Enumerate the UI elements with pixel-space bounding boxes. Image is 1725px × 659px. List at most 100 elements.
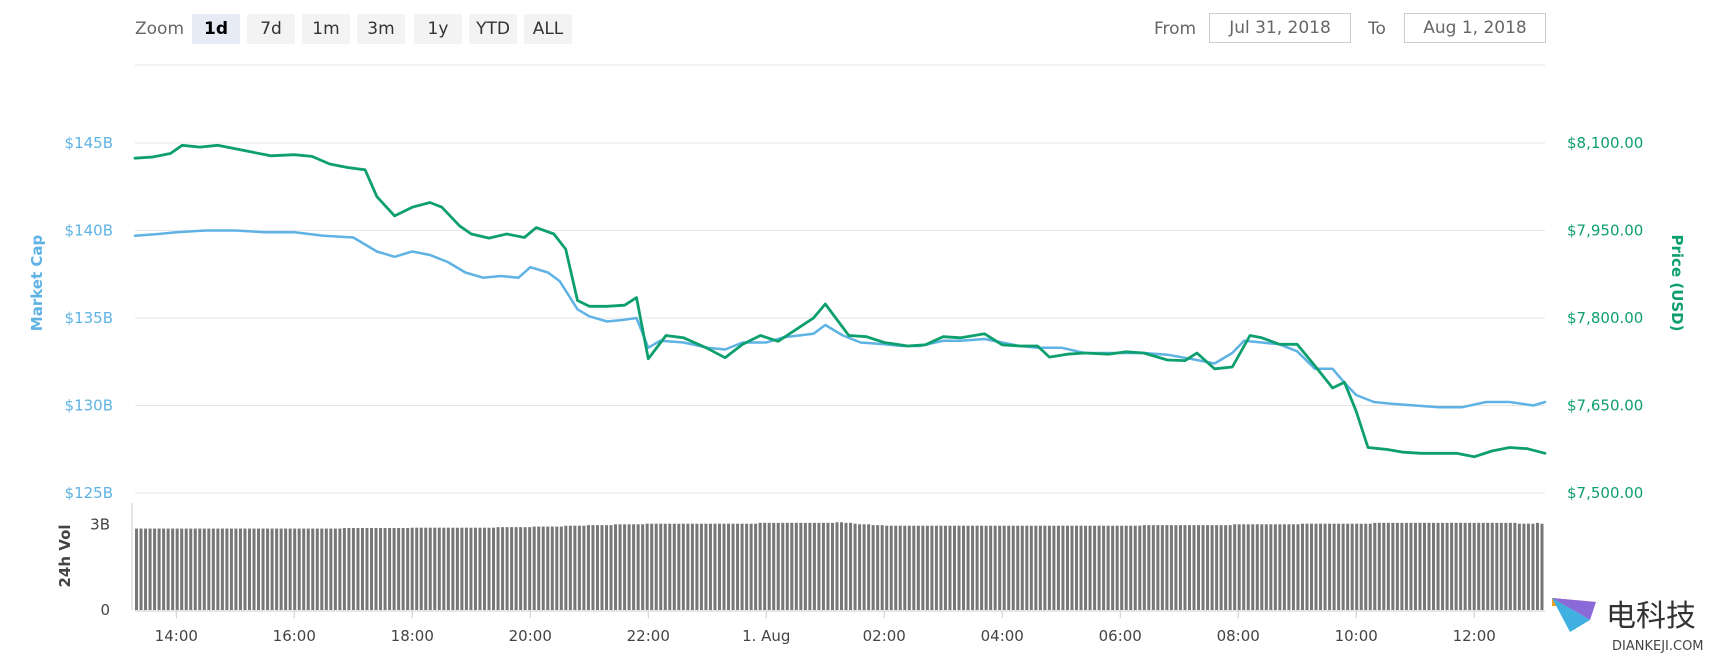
volume-bar (1400, 522, 1404, 610)
volume-bar (1337, 523, 1341, 610)
volume-bar (862, 524, 866, 610)
volume-bar (808, 522, 812, 610)
volume-bar (971, 525, 975, 610)
watermark-logo-icon (1552, 598, 1596, 632)
volume-bar (492, 527, 496, 610)
volume-bar (749, 523, 753, 610)
volume-bar (1504, 522, 1508, 610)
volume-bar (338, 528, 342, 610)
volume-bar (1391, 522, 1395, 610)
volume-bar (713, 523, 717, 610)
volume-bar (1273, 524, 1277, 610)
volume-bar (681, 523, 685, 610)
volume-bar (333, 528, 337, 610)
volume-bar (302, 528, 306, 610)
axes: $145B $140B $135B $130B $125B $8,100.00 $7,950… (28, 134, 1686, 645)
volume-bar (623, 524, 627, 610)
volume-bar (1395, 522, 1399, 610)
volume-bar (311, 528, 315, 610)
volume-bar (419, 527, 423, 610)
volume-bar (1332, 523, 1336, 610)
zoom-1y-button[interactable]: 1y (414, 14, 462, 44)
volume-bar (1215, 525, 1219, 610)
volume-bar (948, 525, 952, 610)
volume-bar (984, 525, 988, 610)
volume-bar (153, 528, 157, 610)
volume-bar (912, 525, 916, 610)
volume-bar (1350, 523, 1354, 610)
volume-bar (754, 523, 758, 610)
volume-bar (1002, 525, 1006, 610)
volume-bar (821, 522, 825, 610)
volume-bar (1522, 523, 1526, 610)
volume-bar (668, 523, 672, 610)
volume-bar (451, 527, 455, 610)
x-tick-label: 10:00 (1335, 627, 1378, 645)
to-date-input[interactable] (1404, 13, 1546, 43)
volume-bar (1251, 524, 1255, 610)
volume-bar (229, 528, 233, 610)
zoom-1d-button[interactable]: 1d (192, 14, 240, 44)
x-tick-label: 06:00 (1099, 627, 1142, 645)
volume-bar (595, 525, 599, 610)
chart-toolbar: Zoom 1d 7d 1m 3m 1y YTD ALL From To (0, 0, 1725, 60)
volume-bar (478, 527, 482, 610)
volume-bar (202, 528, 206, 610)
volume-bar (568, 525, 572, 610)
volume-bar (826, 522, 830, 610)
volume-bar (370, 528, 374, 610)
volume-bar (270, 528, 274, 610)
zoom-3m-button[interactable]: 3m (357, 14, 405, 44)
volume-bar (962, 525, 966, 610)
volume-bar (672, 523, 676, 610)
volume-bar (1305, 523, 1309, 610)
volume-bar (252, 528, 256, 610)
watermark-chinese: 电科技 (1606, 599, 1696, 634)
volume-bar (460, 527, 464, 610)
volume-bar (306, 528, 310, 610)
volume-bar (1477, 522, 1481, 610)
volume-bar (157, 528, 161, 610)
volume-bar (1364, 523, 1368, 610)
volume-bar (464, 527, 468, 610)
from-date-input[interactable] (1209, 13, 1351, 43)
volume-bar (975, 525, 979, 610)
volume-bar (781, 522, 785, 610)
volume-bar (1147, 525, 1151, 610)
volume-bar (1341, 523, 1345, 610)
volume-bar (663, 523, 667, 610)
volume-bar (1075, 525, 1079, 610)
volume-bar (1047, 525, 1051, 610)
volume-bar (907, 525, 911, 610)
volume-bar (736, 523, 740, 610)
volume-bar (1079, 525, 1083, 610)
volume-bar (1386, 522, 1390, 610)
volume-bar (1088, 525, 1092, 610)
zoom-7d-button[interactable]: 7d (247, 14, 295, 44)
x-tick-label: 1. Aug (742, 627, 790, 645)
volume-bar (1242, 524, 1246, 610)
volume-bar (898, 525, 902, 610)
zoom-1m-button[interactable]: 1m (302, 14, 350, 44)
volume-bar (745, 523, 749, 610)
volume-bar (1233, 524, 1237, 610)
volume-bar (758, 522, 762, 610)
volume-bar (437, 527, 441, 610)
volume-bar (582, 525, 586, 610)
zoom-ytd-button[interactable]: YTD (469, 14, 517, 44)
volume-bar (1264, 524, 1268, 610)
volume-bar (297, 528, 301, 610)
volume-bar (1432, 522, 1436, 610)
volume-bar (966, 525, 970, 610)
volume-bar (1061, 525, 1065, 610)
volume-bar (1187, 525, 1191, 610)
volume-bar (573, 525, 577, 610)
volume-bar (817, 522, 821, 610)
volume-bar (790, 522, 794, 610)
volume-bar (519, 527, 523, 610)
zoom-all-button[interactable]: ALL (524, 14, 572, 44)
volume-bar (401, 528, 405, 610)
volume-bar (1373, 522, 1377, 610)
volume-bar (1115, 525, 1119, 610)
y-right-tick-label: $7,500.00 (1567, 484, 1643, 502)
